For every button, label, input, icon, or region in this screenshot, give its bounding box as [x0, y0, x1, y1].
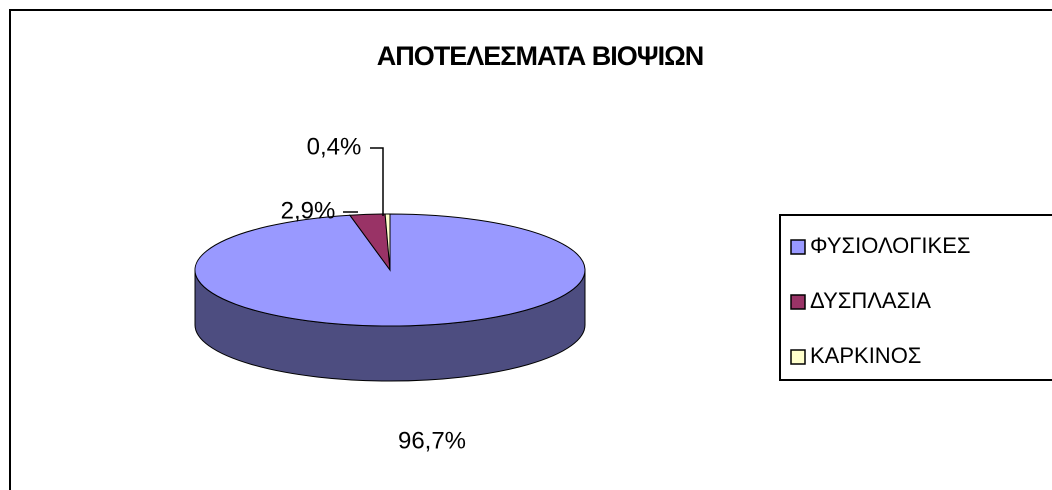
legend-swatch — [790, 294, 806, 310]
legend-label: ΔΥΣΠΛΑΣΙΑ — [810, 288, 931, 313]
data-label: 0,4% — [307, 133, 362, 160]
legend-box — [779, 214, 1052, 381]
leader-line — [370, 147, 384, 216]
legend-swatch — [790, 349, 806, 365]
legend-label: ΦΥΣΙΟΛΟΓΙΚΕΣ — [810, 233, 970, 258]
legend-swatch — [790, 239, 806, 255]
chart-title: ΑΠΟΤΕΛΕΣΜΑΤΑ ΒΙΟΨΙΩΝ — [377, 41, 703, 71]
pie-slice — [384, 213, 391, 271]
legend-label: ΚΑΡΚΙΝΟΣ — [810, 343, 921, 368]
data-label: 96,7% — [398, 427, 466, 454]
data-label: 2,9% — [281, 197, 336, 224]
